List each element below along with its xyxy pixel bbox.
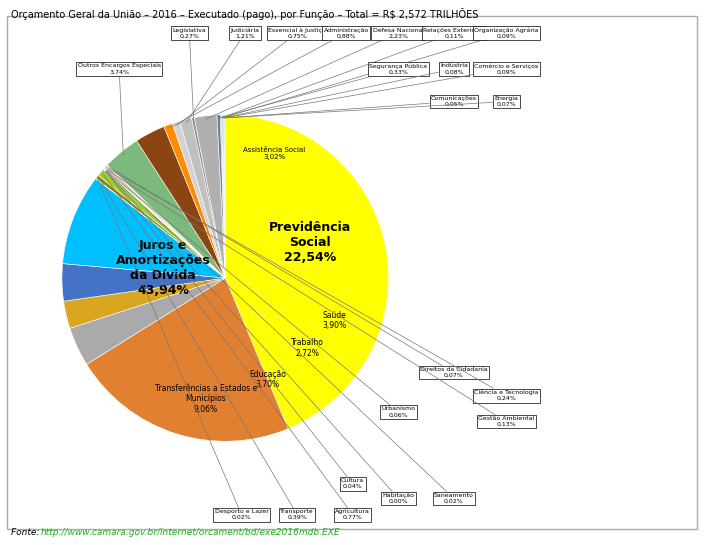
Wedge shape [96,175,225,278]
Wedge shape [96,178,225,278]
Text: Direitos da Cidadania
0,07%: Direitos da Cidadania 0,07% [109,167,488,378]
Wedge shape [99,169,225,278]
Text: Relações Exteriores
0,11%: Relações Exteriores 0,11% [221,28,485,118]
Wedge shape [107,141,225,278]
Wedge shape [63,179,225,278]
Wedge shape [103,168,225,278]
Text: Habitação
0,00%: Habitação 0,00% [106,171,415,504]
Wedge shape [221,114,225,278]
Wedge shape [103,169,225,278]
Text: Agricultura
0,77%: Agricultura 0,77% [103,174,370,520]
Text: Essencial à Justiça
0,75%: Essencial à Justiça 0,75% [177,27,326,125]
Text: Trabalho
2,72%: Trabalho 2,72% [291,338,323,358]
Text: Comércio e Serviços
0,09%: Comércio e Serviços 0,09% [224,63,539,118]
Text: Indústria
0,08%: Indústria 0,08% [222,63,468,118]
Text: Gestão Ambiental
0,13%: Gestão Ambiental 0,13% [107,170,534,427]
Wedge shape [191,118,225,278]
Text: Saúde
3,90%: Saúde 3,90% [322,311,347,330]
Text: Energia
0,07%: Energia 0,07% [225,96,518,118]
Wedge shape [220,114,225,278]
Wedge shape [70,278,225,364]
Wedge shape [224,114,225,278]
Text: Legislativa
0,27%: Legislativa 0,27% [172,28,206,121]
Text: http://www.camara.gov.br/internet/orcament/bd/exe2016mdb.EXE: http://www.camara.gov.br/internet/orcame… [41,528,341,537]
Text: Cultura
0,04%: Cultura 0,04% [106,171,364,489]
Wedge shape [87,278,288,441]
Wedge shape [137,126,225,278]
Text: Fonte:: Fonte: [11,528,42,537]
Text: Judiciária
1,21%: Judiciária 1,21% [187,27,259,123]
Text: Transferências a Estados e
Municípios
9,06%: Transferências a Estados e Municípios 9,… [155,384,257,414]
Wedge shape [104,167,225,278]
Text: Juros e
Amortizações
da Dívida
43,94%: Juros e Amortizações da Dívida 43,94% [116,239,210,297]
Wedge shape [62,264,225,301]
Text: Comunicações
0,05%: Comunicações 0,05% [225,96,477,118]
Text: Assistência Social
3,02%: Assistência Social 3,02% [243,147,306,160]
Wedge shape [223,114,225,278]
Text: Orçamento Geral da União – 2016 – Executado (pago), por Função – Total = R$ 2,57: Orçamento Geral da União – 2016 – Execut… [11,8,478,20]
Wedge shape [194,115,225,278]
Wedge shape [172,121,225,278]
Wedge shape [217,114,225,278]
Text: Urbanismo
0,06%: Urbanismo 0,06% [106,171,415,417]
Wedge shape [105,166,225,278]
Text: Administração
0,88%: Administração 0,88% [169,28,369,128]
Text: Segurança Pública
0,33%: Segurança Pública 0,33% [219,63,427,118]
Text: Outros Encargos Especiais
3,74%: Outros Encargos Especiais 3,74% [77,63,161,155]
Text: Organização Agrária
0,09%: Organização Agrária 0,09% [222,27,539,118]
Text: Saneamento
0,02%: Saneamento 0,02% [106,171,474,504]
Text: Transporte
0,39%: Transporte 0,39% [99,179,314,520]
Text: Previdência
Social
22,54%: Previdência Social 22,54% [269,221,351,264]
Wedge shape [107,165,225,278]
Text: Ciência e Tecnologia
0,24%: Ciência e Tecnologia 0,24% [108,169,539,401]
Wedge shape [225,114,389,429]
Wedge shape [103,169,225,278]
Wedge shape [103,169,225,278]
Text: Educação
3,70%: Educação 3,70% [249,370,287,389]
Wedge shape [222,114,225,278]
Wedge shape [180,118,225,278]
Wedge shape [63,278,225,328]
Text: Defesa Nacional
2,23%: Defesa Nacional 2,23% [206,28,424,119]
Text: Desporto e Lazer
0,02%: Desporto e Lazer 0,02% [99,180,268,520]
Wedge shape [164,123,225,278]
